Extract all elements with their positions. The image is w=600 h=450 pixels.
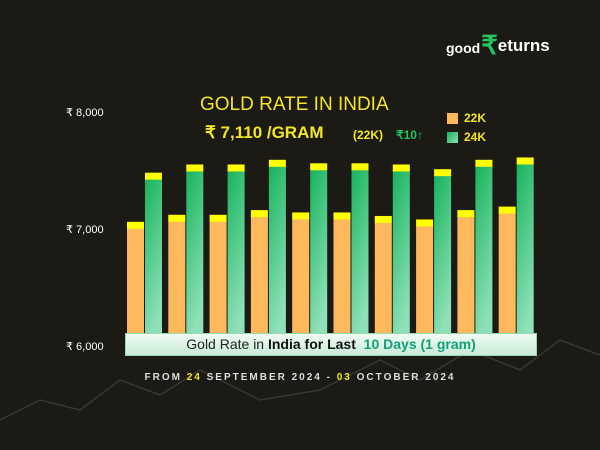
date-range: FROM 24 SEPTEMBER 2024 - 03 OCTOBER 2024 (144, 372, 456, 383)
bar-cap-22k (374, 215, 392, 223)
legend-swatch-24k (447, 131, 458, 143)
bar-cap-24k (268, 159, 286, 167)
bar-24k (434, 175, 452, 340)
bar-cap-22k (457, 210, 475, 218)
bar-cap-24k (516, 157, 534, 165)
bar-22k (209, 220, 227, 340)
bar-22k (168, 220, 186, 340)
bar-cap-24k (475, 159, 493, 167)
bar-22k (374, 221, 392, 340)
bar-24k (186, 170, 204, 340)
bar-cap-24k (186, 164, 204, 172)
bar-cap-24k (227, 164, 245, 172)
bar-24k (392, 170, 410, 340)
bar-cap-24k (310, 163, 328, 171)
bar-24k (516, 163, 534, 340)
bar-24k (475, 165, 493, 340)
bar-cap-22k (292, 212, 310, 220)
bar-24k (310, 169, 328, 340)
price-karat: (22K) (353, 128, 384, 142)
current-price: ₹ 7,110 /GRAM (205, 123, 324, 142)
bar-22k (292, 218, 310, 340)
goodreturns-logo: good ₹ eturns (446, 30, 550, 60)
legend-24k: 24K (447, 130, 486, 144)
bar-cap-24k (392, 164, 410, 172)
bar-cap-24k (434, 169, 452, 177)
y-tick: ₹ 8,000 (66, 107, 104, 119)
bar-22k (250, 216, 268, 340)
chart-banner: Gold Rate in India for Last 10 Days (1 g… (125, 333, 537, 356)
bar-cap-24k (145, 172, 162, 180)
y-tick: ₹ 7,000 (66, 224, 104, 236)
price-change: ₹10↑ (396, 128, 423, 142)
bar-24k (351, 169, 369, 340)
bar-cap-24k (351, 163, 369, 171)
bar-22k (127, 227, 144, 340)
bar-cap-22k (168, 214, 186, 222)
legend-22k: 22K (447, 111, 486, 125)
bar-24k (145, 178, 162, 340)
bar-cap-22k (333, 212, 351, 220)
bar-cap-22k (250, 210, 268, 218)
bar-cap-22k (209, 214, 227, 222)
legend-swatch-22k (447, 112, 458, 124)
bar-24k (227, 170, 245, 340)
bar-22k (416, 225, 434, 340)
bar-22k (498, 212, 516, 340)
bar-cap-22k (416, 219, 434, 227)
bar-cap-22k (498, 206, 516, 214)
bar-22k (333, 218, 351, 340)
bar-22k (457, 216, 475, 340)
y-tick: ₹ 6,000 (66, 341, 104, 353)
chart-title: GOLD RATE IN INDIA (200, 94, 389, 115)
bar-cap-22k (127, 221, 144, 229)
bar-24k (268, 165, 286, 340)
